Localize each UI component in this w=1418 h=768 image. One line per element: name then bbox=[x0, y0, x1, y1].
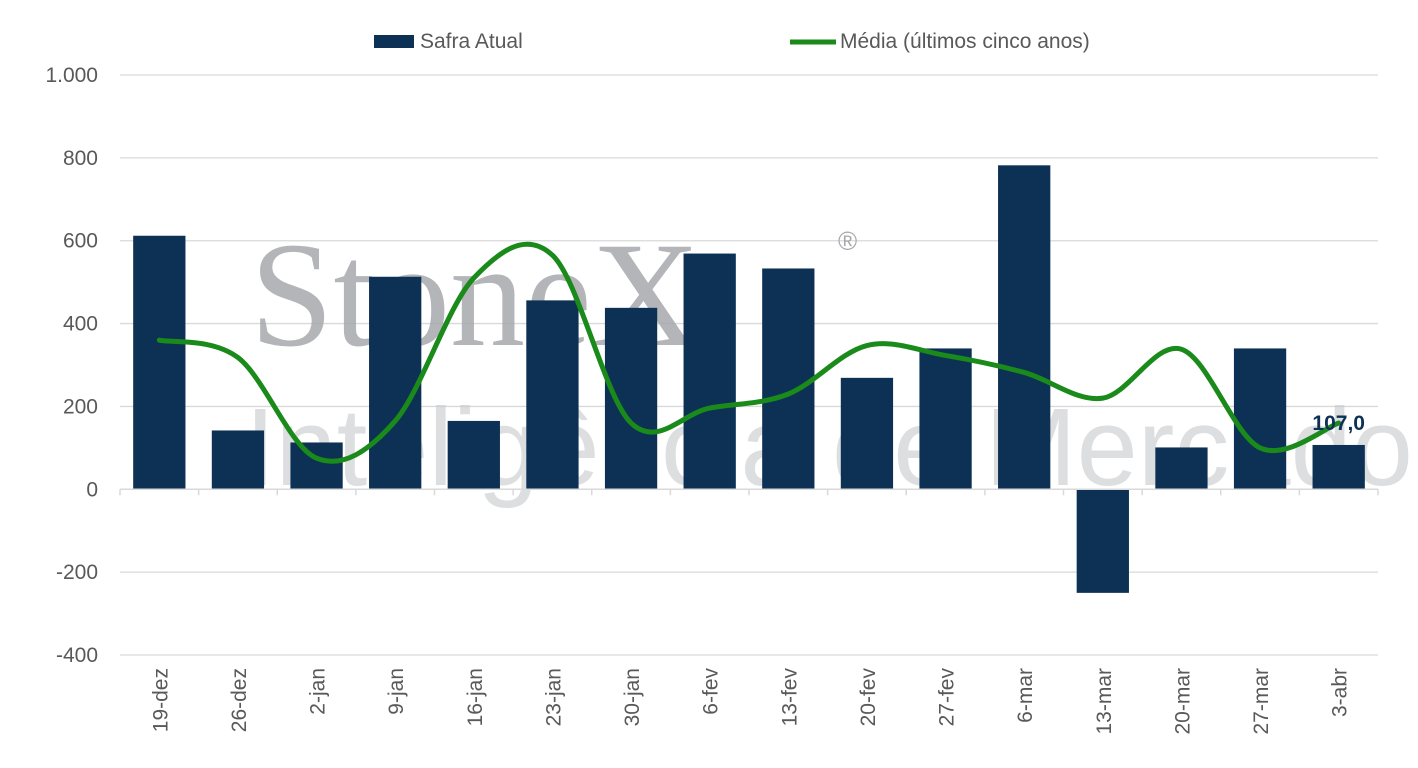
x-tick-label: 27-fev bbox=[936, 668, 959, 727]
x-tick-label: 13-fev bbox=[778, 668, 801, 727]
x-axis-ticks: 19-dez 26-dez 2-jan 9-jan 16-jan 23-jan 30-jan… bbox=[149, 668, 1351, 735]
data-label: 107,0 bbox=[1312, 412, 1365, 435]
x-tick-label: 27-mar bbox=[1250, 668, 1273, 735]
x-tick-label: 30-jan bbox=[621, 668, 644, 726]
x-tick-label: 20-mar bbox=[1171, 668, 1194, 735]
x-tick-label: 13-mar bbox=[1093, 668, 1116, 735]
bar bbox=[133, 235, 186, 490]
x-tick-label: 2-jan bbox=[307, 668, 330, 715]
y-tick-label: 600 bbox=[63, 230, 98, 253]
bar bbox=[683, 253, 736, 490]
x-tick-label: 6-fev bbox=[700, 668, 723, 715]
y-axis-ticks: -400 -200 0 200 400 600 800 1.000 bbox=[45, 64, 98, 667]
y-tick-label: -400 bbox=[56, 644, 98, 667]
bar bbox=[604, 307, 658, 490]
bar bbox=[762, 268, 815, 490]
bar bbox=[919, 348, 972, 490]
bar bbox=[1233, 348, 1287, 490]
bar bbox=[290, 442, 343, 490]
y-tick-label: 0 bbox=[86, 478, 98, 501]
y-tick-label: 800 bbox=[63, 147, 98, 170]
bar bbox=[369, 276, 422, 490]
bar bbox=[447, 420, 500, 490]
bar bbox=[526, 300, 579, 490]
y-tick-label: 200 bbox=[63, 395, 98, 418]
legend-label-line: Média (últimos cinco anos) bbox=[840, 30, 1090, 53]
data-labels: 107,0 bbox=[1312, 412, 1365, 435]
bar bbox=[840, 377, 894, 490]
x-tick-label: 3-abr bbox=[1329, 668, 1352, 717]
x-tick-label: 19-dez bbox=[149, 668, 172, 732]
legend-label-bar: Safra Atual bbox=[420, 30, 523, 53]
bar bbox=[211, 430, 265, 490]
legend: Safra Atual Média (últimos cinco anos) bbox=[374, 30, 1090, 53]
line-average bbox=[156, 241, 1342, 464]
bar-series bbox=[133, 165, 1365, 593]
bar bbox=[1076, 489, 1129, 593]
bar bbox=[998, 165, 1051, 490]
y-tick-label: 400 bbox=[63, 313, 98, 336]
y-tick-label: 1.000 bbox=[45, 64, 98, 87]
x-tick-label: 16-jan bbox=[464, 668, 487, 726]
bar bbox=[1312, 444, 1365, 490]
x-tick-label: 9-jan bbox=[385, 668, 408, 715]
line-series bbox=[156, 241, 1342, 464]
x-axis-line bbox=[119, 488, 1379, 496]
watermark-registered-mark: ® bbox=[838, 226, 857, 256]
y-tick-label: -200 bbox=[56, 561, 98, 584]
gridlines bbox=[120, 74, 1378, 656]
bar bbox=[1155, 447, 1208, 490]
x-tick-label: 23-jan bbox=[542, 668, 565, 726]
legend-swatch-bar bbox=[374, 35, 414, 48]
x-tick-label: 20-fev bbox=[857, 668, 880, 727]
x-tick-label: 26-dez bbox=[228, 668, 251, 732]
x-tick-label: 6-mar bbox=[1014, 668, 1037, 723]
watermark-tagline: Inteligência de Mercado bbox=[245, 386, 1413, 509]
